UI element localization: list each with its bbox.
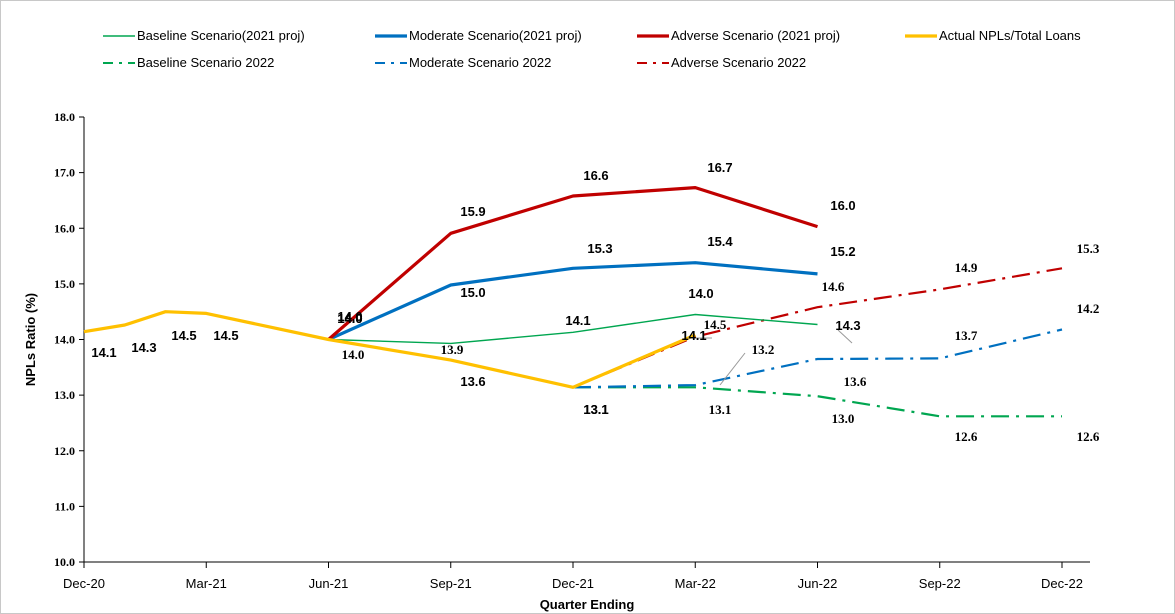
series-line-6 <box>572 267 1063 389</box>
data-label: 13.0 <box>832 411 855 426</box>
data-label: 13.6 <box>844 374 867 389</box>
data-label: 14.0 <box>337 311 362 326</box>
leader-line <box>837 329 853 344</box>
legend-label: Baseline Scenario(2021 proj) <box>137 28 305 43</box>
data-label: 15.4 <box>707 234 733 249</box>
y-tick-label: 10.0 <box>54 555 75 569</box>
data-label: 14.9 <box>955 260 978 275</box>
x-tick-label: Jun-21 <box>309 576 349 591</box>
x-tick-label: Dec-20 <box>63 576 105 591</box>
x-tick-label: Sep-21 <box>430 576 472 591</box>
x-tick-label: Dec-21 <box>552 576 594 591</box>
data-label: 14.3 <box>131 340 156 355</box>
series-line-3 <box>83 310 696 389</box>
data-label: 14.0 <box>342 347 365 362</box>
data-label: 13.6 <box>460 374 485 389</box>
data-label: 14.5 <box>171 328 196 343</box>
leader-line <box>719 352 746 386</box>
y-axis-title: NPLs Ratio (%) <box>23 293 38 386</box>
data-label: 15.2 <box>830 244 855 259</box>
data-label: 13.1 <box>583 402 608 417</box>
x-axis-title: Quarter Ending <box>540 597 635 612</box>
data-label: 12.6 <box>955 429 978 444</box>
legend-label: Adverse Scenario (2021 proj) <box>671 28 840 43</box>
series-line-5 <box>572 328 1063 389</box>
data-label: 13.2 <box>752 342 775 357</box>
y-tick-label: 16.0 <box>54 221 75 235</box>
data-label: 13.7 <box>955 328 978 343</box>
data-label: 14.0 <box>337 309 362 324</box>
series-line-4 <box>573 386 1062 418</box>
data-label: 14.0 <box>688 286 713 301</box>
data-label: 16.0 <box>830 198 855 213</box>
legend-label: Moderate Scenario(2021 proj) <box>409 28 582 43</box>
data-label: 14.5 <box>213 328 238 343</box>
data-label: 14.6 <box>822 279 845 294</box>
x-tick-label: Dec-22 <box>1041 576 1083 591</box>
legend-label: Actual NPLs/Total Loans <box>939 28 1081 43</box>
y-tick-label: 12.0 <box>54 444 75 458</box>
series-line-1 <box>327 261 818 341</box>
data-label: 14.1 <box>91 345 116 360</box>
y-tick-label: 15.0 <box>54 277 75 291</box>
data-label: 14.1 <box>565 313 590 328</box>
data-label: 15.3 <box>587 241 612 256</box>
data-label: 16.7 <box>707 160 732 175</box>
data-label: 12.6 <box>1077 429 1100 444</box>
x-tick-label: Sep-22 <box>919 576 961 591</box>
y-tick-label: 18.0 <box>54 110 75 124</box>
data-label: 14.2 <box>1077 301 1100 316</box>
data-label: 14.1 <box>681 328 706 343</box>
data-label: 15.3 <box>1077 241 1100 256</box>
data-label: 13.1 <box>583 402 608 417</box>
x-tick-label: Jun-22 <box>798 576 838 591</box>
y-tick-label: 17.0 <box>54 166 75 180</box>
y-tick-label: 13.0 <box>54 388 75 402</box>
data-label: 15.9 <box>460 204 485 219</box>
legend-label: Moderate Scenario 2022 <box>409 55 551 70</box>
y-tick-label: 11.0 <box>55 499 75 513</box>
x-tick-label: Mar-21 <box>186 576 227 591</box>
legend-label: Baseline Scenario 2022 <box>137 55 274 70</box>
data-label: 16.6 <box>583 168 608 183</box>
data-label: 14.3 <box>835 318 860 333</box>
y-tick-label: 14.0 <box>54 333 75 347</box>
data-label: 13.1 <box>709 402 732 417</box>
data-label: 14.0 <box>337 311 362 326</box>
legend-label: Adverse Scenario 2022 <box>671 55 806 70</box>
x-tick-label: Mar-22 <box>675 576 716 591</box>
series-line-2 <box>327 186 818 341</box>
series-line-0 <box>328 313 818 345</box>
data-label: 14.5 <box>704 317 727 332</box>
data-label: 13.9 <box>441 342 464 357</box>
data-label: 15.0 <box>460 285 485 300</box>
